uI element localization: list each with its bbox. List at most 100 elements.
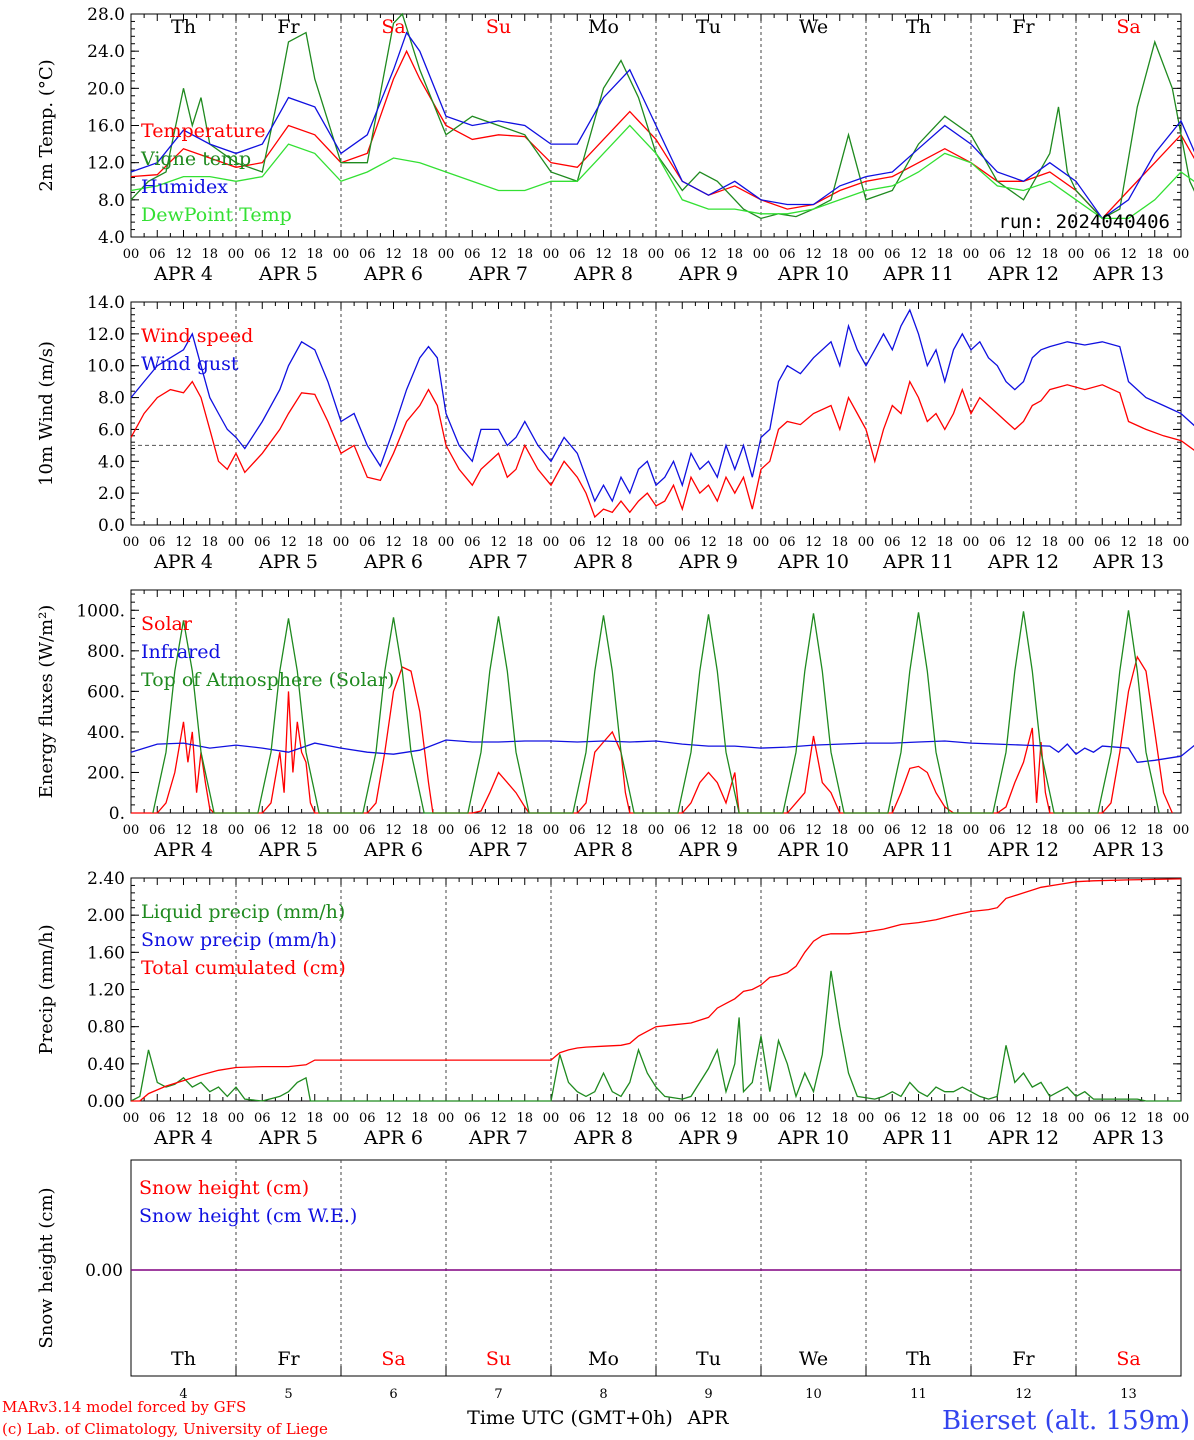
hour-tick-label: 12 [910, 535, 927, 550]
hour-tick-label: 12 [700, 535, 717, 550]
hour-tick-label: 06 [464, 247, 481, 262]
hour-tick-label: 18 [621, 823, 638, 838]
series-line-top-of-atmosphere-solar- [152, 610, 1160, 814]
date-label: APR 5 [258, 839, 318, 861]
hour-tick-label: 12 [175, 823, 192, 838]
hour-tick-label: 00 [753, 247, 770, 262]
y-axis-label: Energy fluxes (W/m²) [36, 605, 57, 799]
hour-tick-label: 00 [1173, 1111, 1190, 1126]
date-label: APR 7 [468, 1127, 528, 1149]
x-axis-label: Time UTC (GMT+0h) [467, 1407, 673, 1429]
hour-tick-label: 12 [175, 1111, 192, 1126]
day-abbr: Mo [588, 16, 619, 38]
hour-tick-label: 00 [333, 1111, 350, 1126]
hour-tick-label: 12 [1120, 1111, 1137, 1126]
date-label: APR 4 [153, 839, 213, 861]
date-label: APR 10 [777, 263, 849, 285]
y-axis-label: Snow height (cm) [36, 1187, 57, 1348]
y-tick-label: 2.00 [87, 906, 125, 926]
hour-tick-label: 00 [753, 535, 770, 550]
hour-tick-label: 12 [280, 1111, 297, 1126]
credit-line-2: (c) Lab. of Climatology, University of L… [2, 1420, 328, 1438]
run-label: run: 2024040406 [998, 211, 1170, 233]
legend-entry: Snow precip (mm/h) [141, 929, 337, 951]
hour-tick-label: 12 [910, 1111, 927, 1126]
hour-tick-label: 12 [1120, 823, 1137, 838]
series-line-vigne-temp [130, 12, 1194, 220]
hour-tick-label: 12 [385, 247, 402, 262]
series-line-total-cumulated-cm- [131, 878, 1182, 1102]
hour-tick-label: 06 [359, 1111, 376, 1126]
hour-tick-label: 00 [123, 1111, 140, 1126]
date-label: APR 9 [678, 263, 738, 285]
legend-entry: Solar [141, 613, 193, 635]
y-tick-label: 14.0 [87, 293, 125, 313]
hour-tick-label: 06 [464, 1111, 481, 1126]
date-label: APR 8 [573, 263, 633, 285]
hour-tick-label: 12 [490, 1111, 507, 1126]
y-tick-label: 16.0 [87, 117, 125, 137]
hour-tick-label: 00 [228, 1111, 245, 1126]
y-tick-label: 8.0 [98, 389, 125, 409]
hour-tick-label: 18 [1041, 1111, 1058, 1126]
hour-tick-label: 00 [333, 535, 350, 550]
hour-tick-label: 00 [543, 823, 560, 838]
hour-tick-label: 06 [359, 535, 376, 550]
hour-tick-label: 06 [989, 823, 1006, 838]
hour-tick-label: 00 [858, 247, 875, 262]
y-tick-label: 20.0 [87, 79, 125, 99]
date-label: APR 6 [363, 839, 423, 861]
hour-tick-label: 06 [254, 823, 271, 838]
y-tick-label: 2.40 [87, 869, 125, 889]
date-label: APR 4 [153, 1127, 213, 1149]
day-abbr: Su [486, 16, 511, 38]
hour-tick-label: 06 [989, 535, 1006, 550]
y-tick-label: 8.0 [98, 191, 125, 211]
station-name: Bierset (alt. 159m) [942, 1406, 1190, 1436]
hour-tick-label: 00 [648, 247, 665, 262]
legend-entry: Top of Atmosphere (Solar) [141, 669, 394, 691]
series-line-humidex [130, 31, 1194, 220]
day-number: 5 [284, 1387, 292, 1402]
legend-entry: Vigne temp [140, 148, 251, 170]
hour-tick-label: 18 [621, 535, 638, 550]
hour-tick-label: 06 [359, 247, 376, 262]
hour-tick-label: 12 [490, 823, 507, 838]
x-axis-month: APR [687, 1407, 730, 1429]
hour-tick-label: 06 [569, 1111, 586, 1126]
hour-tick-label: 18 [306, 535, 323, 550]
date-label: APR 12 [987, 551, 1059, 573]
hour-tick-label: 00 [1068, 823, 1085, 838]
date-label: APR 13 [1092, 263, 1164, 285]
hour-tick-label: 18 [726, 823, 743, 838]
hour-tick-label: 18 [411, 247, 428, 262]
legend-entry: Wind speed [141, 325, 253, 347]
y-tick-label: 4.0 [98, 228, 125, 248]
hour-tick-label: 18 [726, 247, 743, 262]
y-tick-label: 200. [87, 763, 125, 783]
day-number: 12 [1015, 1387, 1032, 1402]
hour-tick-label: 18 [1146, 247, 1163, 262]
y-tick-label: 6.0 [98, 420, 125, 440]
date-label: APR 5 [258, 263, 318, 285]
hour-tick-label: 00 [123, 823, 140, 838]
hour-tick-label: 00 [1173, 823, 1190, 838]
hour-tick-label: 06 [464, 535, 481, 550]
hour-tick-label: 12 [1015, 247, 1032, 262]
day-abbr: Fr [277, 16, 300, 38]
series-line-solar [131, 655, 1173, 814]
hour-tick-label: 00 [1173, 535, 1190, 550]
hour-tick-label: 06 [1094, 535, 1111, 550]
day-number: 7 [494, 1387, 502, 1402]
hour-tick-label: 00 [648, 1111, 665, 1126]
legend-entry: Wind gust [141, 353, 239, 375]
hour-tick-label: 18 [1041, 823, 1058, 838]
hour-tick-label: 12 [1120, 247, 1137, 262]
date-label: APR 9 [678, 1127, 738, 1149]
hour-tick-label: 00 [228, 823, 245, 838]
y-tick-label: 1.60 [87, 943, 125, 963]
hour-tick-label: 00 [963, 823, 980, 838]
date-label: APR 11 [882, 551, 954, 573]
hour-tick-label: 12 [700, 1111, 717, 1126]
hour-tick-label: 18 [1146, 1111, 1163, 1126]
